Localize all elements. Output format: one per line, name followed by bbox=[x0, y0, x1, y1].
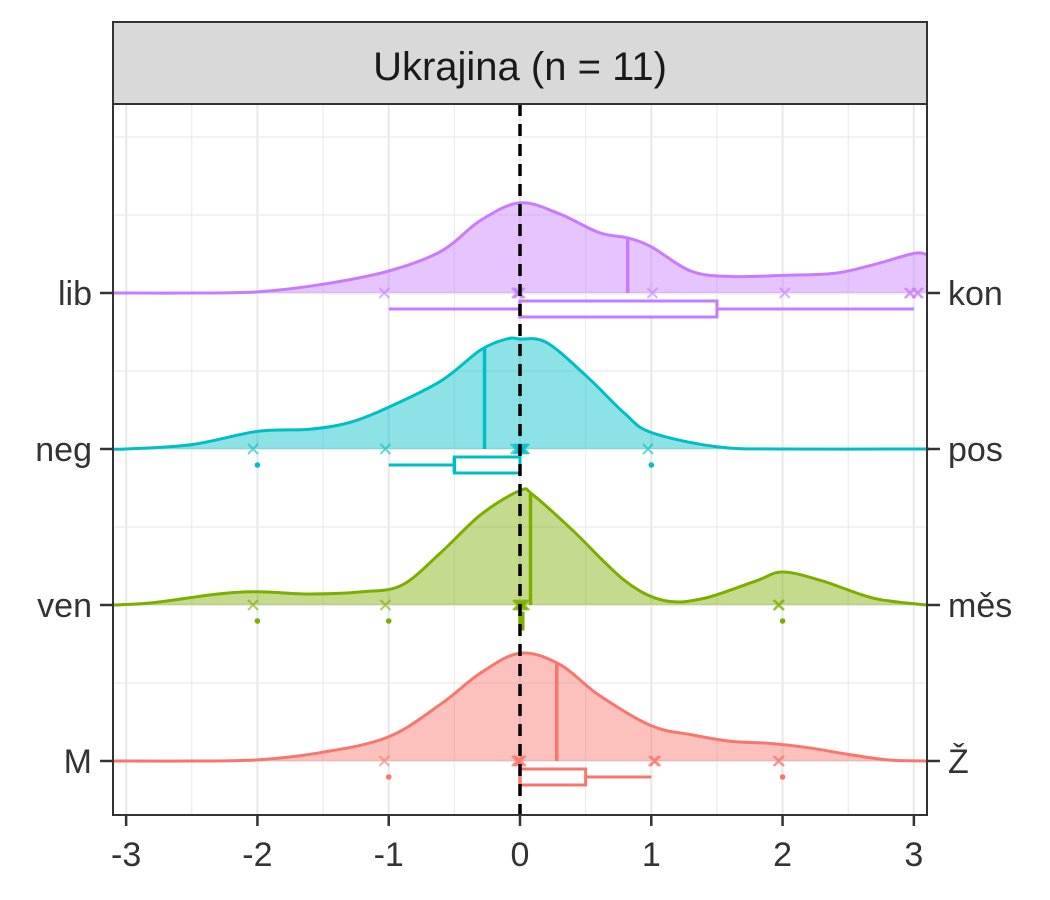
density-line bbox=[112, 487, 928, 607]
density-line bbox=[112, 201, 928, 295]
y-label-left: neg bbox=[35, 431, 92, 469]
box-outlier bbox=[648, 462, 655, 468]
box-outlier bbox=[254, 462, 261, 468]
observation-point bbox=[642, 443, 654, 455]
box-outlier bbox=[254, 618, 261, 624]
x-tick-label: -1 bbox=[374, 836, 404, 874]
observation-point bbox=[247, 599, 259, 611]
facet-strip-label: Ukrajina (n = 11) bbox=[373, 45, 667, 89]
box-outlier bbox=[385, 774, 392, 780]
observation-point bbox=[378, 287, 391, 299]
panel-border bbox=[112, 103, 928, 816]
facet-strip-background bbox=[112, 21, 928, 105]
box-outlier bbox=[779, 774, 786, 780]
box-outlier bbox=[779, 618, 786, 624]
y-label-right: kon bbox=[948, 275, 1003, 313]
observation-point bbox=[779, 287, 791, 299]
y-label-right: pos bbox=[948, 431, 1003, 469]
observation-point bbox=[773, 755, 785, 767]
x-tick-label: -2 bbox=[242, 836, 272, 874]
density-line bbox=[113, 651, 928, 763]
x-tick-label: 3 bbox=[904, 836, 923, 874]
observation-point bbox=[649, 755, 662, 767]
box-body bbox=[518, 299, 719, 319]
x-tick-label: 0 bbox=[511, 836, 530, 874]
observation-point bbox=[773, 599, 785, 611]
box-body bbox=[452, 455, 522, 475]
x-tick-label: 1 bbox=[642, 836, 661, 874]
observation-point bbox=[515, 755, 527, 767]
y-label-left: ven bbox=[37, 587, 92, 625]
box-body bbox=[518, 767, 588, 787]
y-label-right: Ž bbox=[948, 743, 969, 781]
observation-point bbox=[646, 287, 659, 299]
observation-point bbox=[247, 443, 259, 455]
observation-point bbox=[378, 755, 391, 767]
axes: lib kon neg pos ven měs M Ž -3 -2 -1 0 1 2 3 bbox=[35, 275, 1012, 874]
observation-point bbox=[379, 443, 392, 455]
observation-point bbox=[379, 599, 392, 611]
y-label-left: M bbox=[64, 743, 92, 781]
x-tick-label: -3 bbox=[111, 836, 141, 874]
y-label-left: lib bbox=[58, 275, 92, 313]
observation-point bbox=[904, 287, 917, 299]
y-label-right: měs bbox=[948, 587, 1012, 625]
x-tick-label: 2 bbox=[773, 836, 792, 874]
box-outlier bbox=[385, 618, 392, 624]
density-line bbox=[112, 336, 931, 451]
facet-strip: Ukrajina (n = 11) bbox=[112, 21, 928, 105]
